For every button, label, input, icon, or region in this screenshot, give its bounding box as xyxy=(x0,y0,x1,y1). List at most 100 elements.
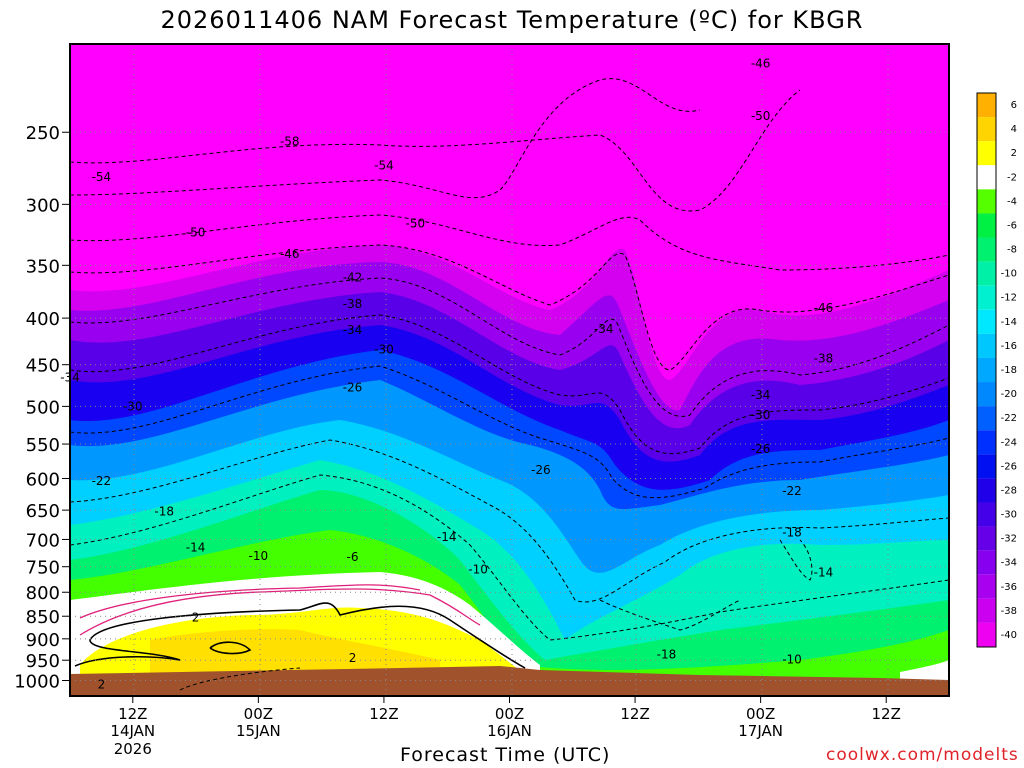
contour-label: -30 xyxy=(751,408,771,422)
colorbar-swatch xyxy=(977,550,996,575)
contour-label: -18 xyxy=(782,526,802,540)
contour-label: 2 xyxy=(192,611,200,625)
colorbar-swatch xyxy=(977,141,996,166)
contour-label: -50 xyxy=(751,109,771,123)
contour-label: -26 xyxy=(531,463,551,477)
colorbar-swatch xyxy=(977,261,996,286)
colorbar: 6 4 2 -2 -4 -6 -8 -10 -12 -14 -16 -18 -20 -22 -24 -26 -2… xyxy=(976,92,1017,648)
grid xyxy=(133,44,889,696)
x-tick-hour: 12Z xyxy=(118,705,147,723)
contour-label: -22 xyxy=(782,484,802,498)
colorbar-label: -38 xyxy=(1001,606,1017,617)
colorbar-swatch xyxy=(977,237,996,262)
colorbar-swatch xyxy=(977,406,996,431)
colorbar-swatch xyxy=(977,117,996,142)
temperature-field xyxy=(70,44,949,696)
y-tick-label: 650 xyxy=(26,501,60,522)
colorbar-swatch xyxy=(977,574,996,599)
y-tick-label: 850 xyxy=(26,607,60,628)
contour-label: -10 xyxy=(249,549,269,563)
y-tick-label: 300 xyxy=(26,195,60,216)
x-axis-label: Forecast Time (UTC) xyxy=(400,744,611,766)
y-tick-label: 600 xyxy=(26,469,60,490)
contour-label: -26 xyxy=(751,442,771,456)
colorbar-swatch xyxy=(977,333,996,358)
y-tick-label: 950 xyxy=(26,651,60,672)
contour-label: -42 xyxy=(343,271,363,285)
colorbar-swatch xyxy=(977,454,996,479)
contour-label: 2 xyxy=(98,677,106,691)
contour-label: -54 xyxy=(374,159,394,173)
x-tick-date: 14JAN xyxy=(110,722,155,740)
colorbar-label: -6 xyxy=(1007,220,1017,231)
colorbar-swatch xyxy=(977,598,996,623)
colorbar-label: -32 xyxy=(1001,534,1017,545)
colorbar-frame xyxy=(976,92,997,648)
contour-label: -50 xyxy=(186,225,206,239)
ground xyxy=(70,666,949,696)
colorbar-label: 2 xyxy=(1011,148,1017,159)
contour-label: -58 xyxy=(280,135,300,149)
colorbar-swatch xyxy=(977,502,996,527)
colorbar-label: 6 xyxy=(1011,100,1017,111)
y-tick-label: 250 xyxy=(26,123,60,144)
y-tick-label: 500 xyxy=(26,397,60,418)
colorbar-swatch xyxy=(977,526,996,551)
colorbar-label: -2 xyxy=(1007,172,1017,183)
colorbar-swatch xyxy=(977,357,996,383)
colorbar-swatch xyxy=(977,478,996,503)
contour-label: -54 xyxy=(92,170,112,184)
contour-label: -46 xyxy=(280,247,300,261)
colorbar-swatch xyxy=(977,382,996,407)
colorbar-label: -24 xyxy=(1001,437,1017,448)
colorbar-label: -18 xyxy=(1001,365,1017,376)
contour-label: -34 xyxy=(751,388,771,402)
contour-label: -46 xyxy=(814,301,834,315)
credit-link[interactable]: coolwx.com/modelts xyxy=(826,745,1019,765)
y-tick-label: 400 xyxy=(26,309,60,330)
y-tick-label: 900 xyxy=(26,630,60,651)
contour-label: -14 xyxy=(186,540,206,554)
contour-label: -30 xyxy=(374,342,394,356)
x-tick-year: 2026 xyxy=(114,740,152,758)
colorbar-swatch xyxy=(977,93,996,118)
colorbar-swatch xyxy=(977,189,996,214)
x-tick-hour: 12Z xyxy=(620,705,649,723)
x-tick-hour: 12Z xyxy=(369,705,398,723)
colorbar-label: -8 xyxy=(1007,245,1017,256)
colorbar-label: -26 xyxy=(1001,461,1017,472)
colorbar-swatch xyxy=(977,285,996,310)
x-tick-hour: 12Z xyxy=(872,705,901,723)
colorbar-label: -36 xyxy=(1001,582,1017,593)
contour-labels: -46-50-58-54-54-50-50-46-42-38 -46-34 -34-… xyxy=(60,56,833,691)
contour-label: -18 xyxy=(154,504,174,518)
y-tick-label: 450 xyxy=(26,356,60,377)
contour-label: -18 xyxy=(657,647,677,661)
contour-label: -10 xyxy=(782,652,802,666)
colorbar-swatch xyxy=(977,430,996,455)
melting-contours xyxy=(79,584,481,636)
x-tick-date: 15JAN xyxy=(236,722,281,740)
colorbar-label: -14 xyxy=(1001,317,1017,328)
contour-label: -34 xyxy=(594,322,614,336)
colorbar-swatch xyxy=(977,622,996,647)
colorbar-label: -16 xyxy=(1001,341,1017,352)
contour-label: -14 xyxy=(814,565,834,579)
contour-label: -26 xyxy=(343,381,363,395)
contour-label: -34 xyxy=(343,323,363,337)
x-tick-hour: 00Z xyxy=(495,705,524,723)
contour-label: -38 xyxy=(343,297,363,311)
contour-label: -38 xyxy=(814,352,834,366)
colorbar-swatch xyxy=(977,165,996,190)
y-tick-label: 350 xyxy=(26,256,60,277)
colorbar-label: -34 xyxy=(1001,558,1017,569)
contour-label: -6 xyxy=(347,550,359,564)
colorbar-label: -28 xyxy=(1001,485,1017,496)
y-tick-label: 750 xyxy=(26,558,60,579)
colorbar-swatch xyxy=(977,309,996,334)
isotherms xyxy=(70,78,949,691)
chart-title: 2026011406 NAM Forecast Temperature (ºC)… xyxy=(160,6,864,34)
y-axis: 2503003504004505005506006507007508008509… xyxy=(14,123,70,692)
